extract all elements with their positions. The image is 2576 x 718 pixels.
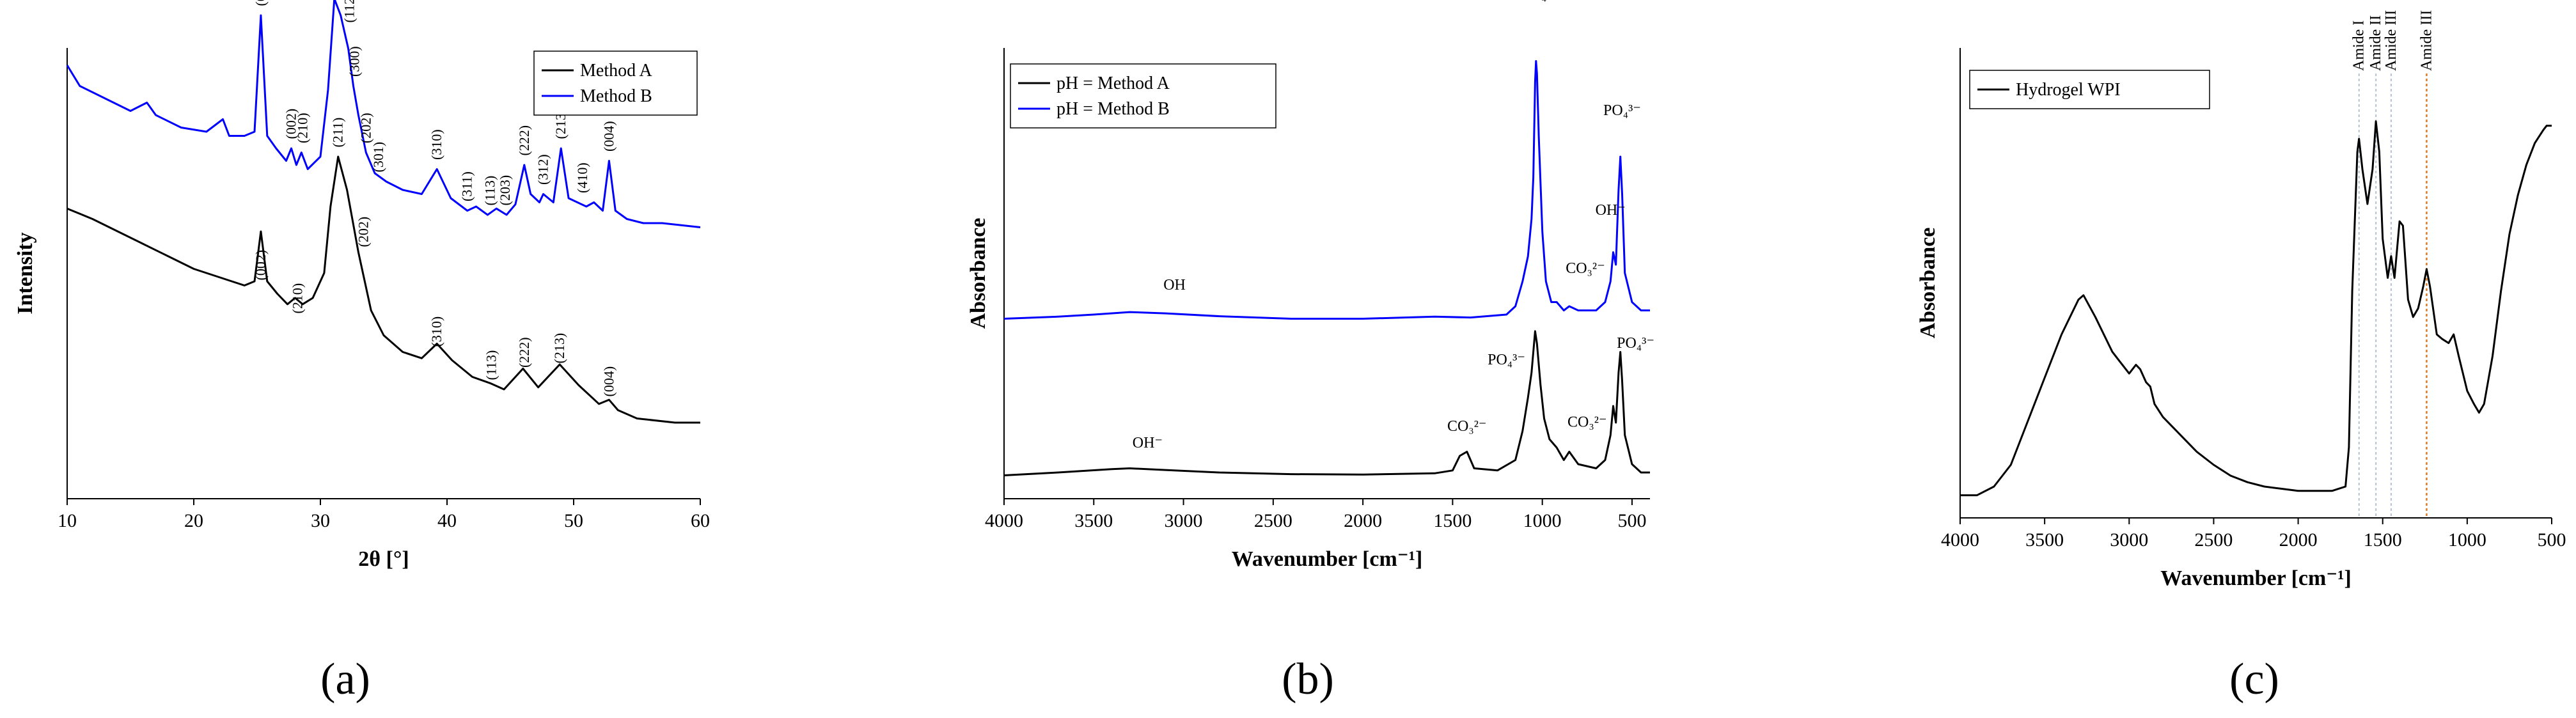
- peak-label: (210): [294, 113, 310, 143]
- x-tick-label: 60: [691, 510, 710, 531]
- x-tick-label: 3000: [2110, 529, 2148, 550]
- peak-label: (310): [428, 316, 444, 347]
- peak-annotation: CO₃²⁻: [1447, 418, 1487, 435]
- x-tick-label: 500: [1617, 510, 1646, 531]
- legend-label: Method B: [580, 86, 652, 106]
- x-axis-title: Wavenumber [cm⁻¹]: [2160, 566, 2352, 590]
- x-tick-label: 3500: [2025, 529, 2064, 550]
- series-line-1: [1003, 330, 1650, 476]
- series-line-1: [1960, 120, 2552, 497]
- x-tick-label: 50: [564, 510, 583, 531]
- legend-label: pH = Method A: [1056, 74, 1170, 93]
- peak-label: (410): [574, 162, 590, 193]
- panel-caption: (b): [1282, 655, 1334, 704]
- x-tick-label: 4000: [985, 510, 1023, 531]
- peak-label: (210): [289, 283, 305, 314]
- panel-caption: (c): [2229, 655, 2279, 704]
- x-tick-label: 2000: [2279, 529, 2318, 550]
- peak-annotation: PO₄³⁻: [1488, 352, 1525, 368]
- peak-label: (301): [370, 142, 386, 173]
- series-line-2: [66, 0, 701, 228]
- legend-box: [1969, 70, 2210, 109]
- peak-label: (222): [516, 337, 532, 368]
- x-tick-label: 2000: [1344, 510, 1382, 531]
- chart-panel-c: 4000 3500 3000 2500 2000 1500 1000 500 Wavenumbe…: [1916, 0, 2576, 718]
- peak-annotation: OH⁻: [1596, 202, 1626, 219]
- chart-b: 4000 3500 3000 2500 2000 1500 1000 500 Wavenumbe…: [966, 0, 1654, 704]
- peak-annotation: PO₄³⁻: [1617, 335, 1654, 352]
- peak-label: (222): [516, 125, 532, 156]
- peak-label: (002): [283, 109, 299, 139]
- panel-caption: (a): [320, 655, 370, 704]
- series-line-1: [67, 155, 700, 424]
- peak-label: (113): [482, 176, 498, 206]
- peak-label: (203): [497, 175, 513, 206]
- x-tick-label: 3000: [1165, 510, 1203, 531]
- peak-label: (002): [253, 250, 269, 281]
- legend-label: Hydrogel WPI: [2016, 80, 2121, 100]
- peak-annotation: PO₄³⁻: [1521, 0, 1559, 3]
- peak-label: (202): [357, 113, 373, 143]
- peak-annotation: OH: [1163, 277, 1186, 293]
- x-tick-label: 40: [437, 510, 457, 531]
- legend-box: [533, 51, 698, 116]
- x-tick-label: 10: [58, 510, 77, 531]
- peak-label: (300): [346, 46, 362, 77]
- x-tick-label: 30: [311, 510, 330, 531]
- chart-panel-b: 4000 3500 3000 2500 2000 1500 1000 500 Wavenumbe…: [959, 0, 1663, 718]
- peak-label: (004): [601, 366, 617, 397]
- legend-box: [1010, 63, 1276, 129]
- reference-line-label: Amide III: [2418, 10, 2435, 71]
- x-axis-title: Wavenumber [cm⁻¹]: [1232, 547, 1423, 571]
- peak-label: (211): [330, 118, 346, 148]
- y-axis-title: Absorbance: [1916, 228, 1940, 339]
- x-axis-title: 2θ [°]: [358, 547, 409, 571]
- peak-label: (310): [428, 129, 444, 160]
- peak-annotation: CO₃²⁻: [1566, 260, 1605, 277]
- peak-annotation: PO₄³⁻: [1603, 102, 1641, 119]
- chart-c: 4000 3500 3000 2500 2000 1500 1000 500 Wavenumbe…: [1916, 10, 2566, 704]
- y-axis-title: Intensity: [13, 232, 37, 314]
- peak-label: (202): [355, 217, 371, 247]
- peak-label: (004): [601, 121, 617, 152]
- reference-line-label: Amide I: [2351, 20, 2368, 71]
- peak-label: (112): [342, 0, 357, 23]
- x-tick-label: 3500: [1074, 510, 1113, 531]
- x-tick-label: 500: [2538, 529, 2566, 550]
- peak-annotation: CO₃²⁻: [1567, 414, 1607, 431]
- reference-line-label: Amide II: [2368, 15, 2384, 71]
- legend-label: pH = Method B: [1056, 99, 1170, 119]
- series-line-2: [1003, 60, 1650, 320]
- x-tick-label: 2500: [1254, 510, 1292, 531]
- x-tick-label: 2500: [2194, 529, 2233, 550]
- peak-label: (311): [459, 171, 475, 201]
- peak-label: (213): [551, 333, 567, 364]
- peak-label: (113): [483, 350, 499, 380]
- peak-annotation: OH⁻: [1133, 435, 1163, 451]
- x-tick-label: 1000: [2448, 529, 2486, 550]
- reference-line-label: Amide III: [2383, 10, 2399, 71]
- x-tick-label: 1000: [1523, 510, 1562, 531]
- legend-label: Method A: [580, 61, 653, 81]
- peak-label: (002): [253, 0, 269, 6]
- x-tick-label: 4000: [1941, 529, 1979, 550]
- x-tick-label: 20: [184, 510, 203, 531]
- peak-label: (312): [535, 154, 551, 185]
- x-tick-label: 1500: [1433, 510, 1472, 531]
- chart-panel-a: 10 20 30 40 50 60 2θ [°] Intensity (002) (210) (21…: [0, 0, 716, 718]
- x-tick-label: 1500: [2364, 529, 2402, 550]
- y-axis-title: Absorbance: [966, 218, 990, 329]
